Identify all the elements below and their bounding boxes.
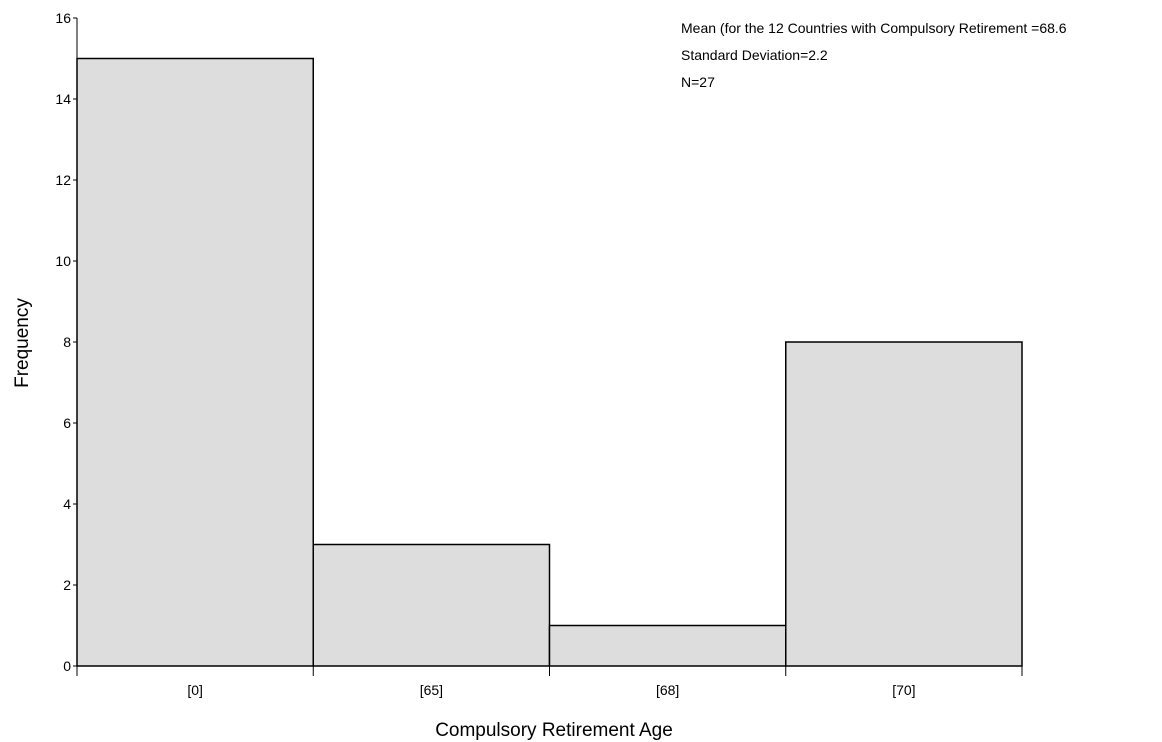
- bar-2: [550, 626, 786, 667]
- x-tick-label: [68]: [656, 682, 679, 698]
- y-tick-label: 12: [55, 172, 71, 188]
- y-axis: 0 2 4 6 8 10 12 14 16: [55, 10, 77, 674]
- annotations-group: Mean (for the 12 Countries with Compulso…: [681, 20, 1067, 90]
- annotation-1: Standard Deviation=2.2: [681, 47, 828, 63]
- y-tick-label: 4: [63, 496, 71, 512]
- y-tick-label: 16: [55, 10, 71, 26]
- x-axis: [0] [65] [68] [70]: [77, 666, 1022, 698]
- y-tick-label: 8: [63, 334, 71, 350]
- bars-group: [77, 59, 1022, 667]
- y-tick-label: 6: [63, 415, 71, 431]
- x-tick-label: [70]: [892, 682, 915, 698]
- y-tick-label: 0: [63, 658, 71, 674]
- y-tick-label: 14: [55, 91, 71, 107]
- bar-1: [313, 545, 549, 667]
- y-tick-label: 10: [55, 253, 71, 269]
- y-axis-title: Frequency: [12, 298, 33, 388]
- x-tick-label: [0]: [187, 682, 203, 698]
- x-tick-label: [65]: [420, 682, 443, 698]
- bar-3: [786, 342, 1022, 666]
- x-axis-title: Compulsory Retirement Age: [435, 720, 673, 741]
- annotation-0: Mean (for the 12 Countries with Compulso…: [681, 20, 1067, 36]
- annotation-2: N=27: [681, 74, 715, 90]
- bar-0: [77, 59, 313, 667]
- y-tick-label: 2: [63, 577, 71, 593]
